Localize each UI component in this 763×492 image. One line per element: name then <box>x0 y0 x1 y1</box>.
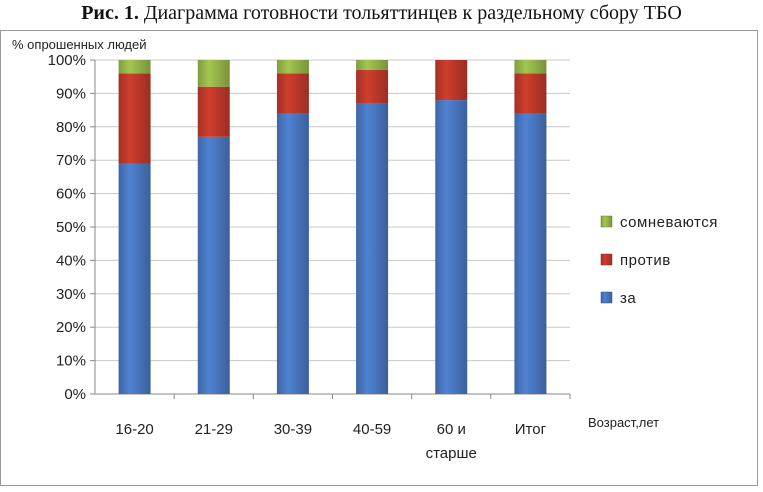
y-tick-label: 100% <box>48 52 86 69</box>
bar-segment <box>435 60 468 101</box>
bar-segment <box>356 60 389 71</box>
x-tick-label: 60 и <box>437 421 466 438</box>
bar-segment <box>197 60 230 87</box>
y-axis-label: % опрошенных людей <box>12 37 147 52</box>
y-tick-label: 20% <box>56 319 86 336</box>
x-tick-label: 40-59 <box>353 421 391 438</box>
y-tick-label: 40% <box>56 252 86 269</box>
y-tick-label: 80% <box>56 119 86 136</box>
legend-swatch <box>600 291 613 304</box>
x-tick-label: Итог <box>515 421 547 438</box>
legend-label: за <box>620 290 636 307</box>
stacked-bar-chart: % опрошенных людей 0% 10% 20% 30% 40% 50% 60% 70… <box>12 37 718 462</box>
figure-caption: Рис. 1. Диаграмма готовности тольяттинце… <box>0 0 763 30</box>
legend-label: сомневаются <box>620 214 718 231</box>
x-tick-label: старше <box>426 445 477 462</box>
bar-segment <box>356 103 389 395</box>
bar-segment <box>514 60 547 74</box>
bar-segment <box>514 73 547 114</box>
caption-prefix: Рис. 1. <box>81 2 139 24</box>
bar-segment <box>276 73 309 114</box>
bar-segment <box>356 70 389 104</box>
y-tick-label: 10% <box>56 353 86 370</box>
bar-segment <box>276 60 309 74</box>
y-tick-label: 30% <box>56 286 86 303</box>
y-tick-label: 0% <box>64 386 86 403</box>
x-tick-label: 16-20 <box>115 421 153 438</box>
y-tick-label: 60% <box>56 186 86 203</box>
y-tick-label: 50% <box>56 219 86 236</box>
x-axis-label: Возраст,лет <box>588 415 659 430</box>
x-tick-label: 21-29 <box>195 421 233 438</box>
y-tick-label: 70% <box>56 152 86 169</box>
bar-segment <box>514 113 547 394</box>
bar-segment <box>197 86 230 137</box>
legend-label: против <box>620 252 671 269</box>
bar-segment <box>118 163 151 394</box>
bar-segment <box>276 113 309 394</box>
bar-segment <box>435 100 468 394</box>
bar-segment <box>197 136 230 394</box>
legend-swatch <box>600 215 613 228</box>
x-tick-label: 30-39 <box>274 421 312 438</box>
legend-swatch <box>600 253 613 266</box>
bar-segment <box>118 73 151 164</box>
bar-segment <box>118 60 151 74</box>
caption-text: Диаграмма готовности тольяттинцев к разд… <box>143 2 682 24</box>
y-tick-label: 90% <box>56 85 86 102</box>
